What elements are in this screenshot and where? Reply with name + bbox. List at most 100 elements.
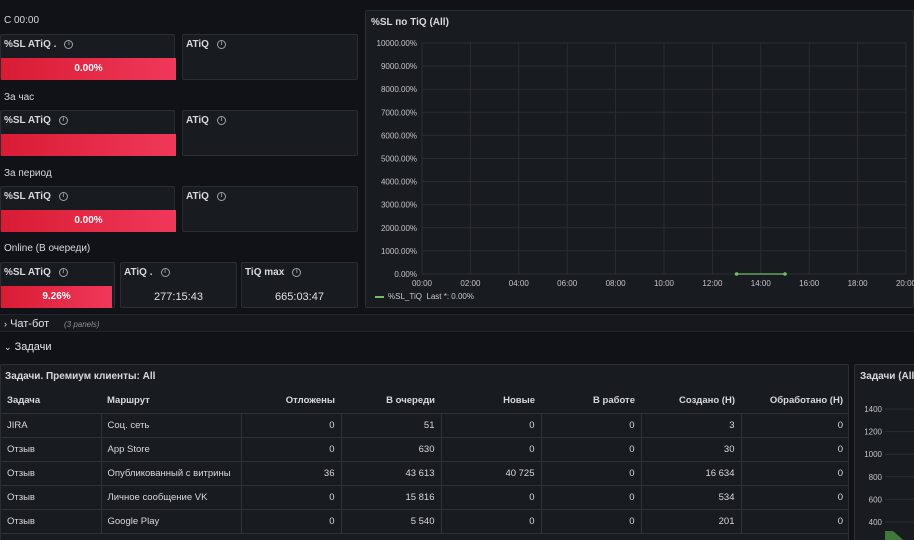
table-cell: Google Play <box>100 509 241 534</box>
row-chatbot[interactable]: › Чат-бот (3 panels) <box>0 314 914 332</box>
table-cell: 51 <box>340 413 441 438</box>
column-header[interactable]: Обработано (Н) <box>741 389 848 414</box>
panel-atiq-per-period[interactable]: ATiQ i <box>182 186 358 232</box>
table-cell: 0 <box>440 509 541 534</box>
x-tick-label: 12:00 <box>702 279 723 288</box>
info-icon[interactable]: i <box>216 191 226 201</box>
y-tick-label: 7000.00% <box>381 108 417 117</box>
table-cell: 0 <box>740 461 848 486</box>
info-icon[interactable]: i <box>58 191 68 201</box>
panel-title: %SL ATiQ i <box>4 191 68 202</box>
info-icon[interactable]: i <box>216 39 226 49</box>
table-cell: 40 725 <box>440 461 541 486</box>
chart-legend[interactable]: %SL_TiQ Last *: 0.00% <box>375 292 474 301</box>
sl-gauge-bar <box>1 134 176 156</box>
panel-tiq-max-online[interactable]: TiQ max i 665:03:47 <box>241 262 358 308</box>
table-cell: 0 <box>540 437 641 462</box>
table-cell: App Store <box>100 437 241 462</box>
panel-sl-atiq-since-midnight[interactable]: %SL ATiQ .i 0.00% <box>0 34 176 80</box>
table-cell: 0 <box>740 485 848 510</box>
panel-sl-atiq-per-hour[interactable]: %SL ATiQ i <box>0 110 176 156</box>
y-tick-label: 10000.00% <box>377 39 417 48</box>
y-tick-label: 0.00% <box>394 270 417 279</box>
y-tick-label: 1400 <box>864 405 882 414</box>
series-area <box>885 531 904 540</box>
table-cell: 0 <box>240 437 341 462</box>
y-tick-label: 8000.00% <box>381 85 417 94</box>
table-cell: 0 <box>240 413 341 438</box>
y-tick-label: 5000.00% <box>381 155 417 164</box>
table-cell: JIRA <box>1 413 101 438</box>
column-header[interactable]: Задача <box>1 389 101 414</box>
x-tick-label: 00:00 <box>412 279 433 288</box>
panel-sl-atiq-online[interactable]: %SL ATiQ i 9.26% <box>0 262 115 308</box>
section-per-period: За период <box>4 168 52 179</box>
column-header[interactable]: Создано (Н) <box>641 389 741 414</box>
table-cell: 0 <box>440 413 541 438</box>
panel-atiq-online[interactable]: ATiQ .i 277:15:43 <box>120 262 237 308</box>
panel-tasks-all-chart[interactable]: Задачи (All) 1400 1200 1000 800 600 400 <box>854 364 914 540</box>
panel-title: TiQ max i <box>245 267 302 278</box>
table-row[interactable]: JIRA Соц. сеть 0 51 0 0 3 0 <box>1 413 848 438</box>
legend-last-value: Last *: 0.00% <box>426 292 474 301</box>
table-cell: 0 <box>740 437 848 462</box>
table-row[interactable]: Отзыв Google Play 0 5 540 0 0 201 0 <box>1 509 848 534</box>
x-tick-label: 02:00 <box>460 279 481 288</box>
info-icon[interactable]: i <box>160 267 170 277</box>
table-cell: 630 <box>340 437 441 462</box>
info-icon[interactable]: i <box>292 267 302 277</box>
y-tick-label: 600 <box>869 495 883 504</box>
x-tick-label: 14:00 <box>751 279 772 288</box>
row-panel-count: (3 panels) <box>64 320 100 329</box>
table-cell: 5 540 <box>340 509 441 534</box>
x-tick-label: 18:00 <box>848 279 869 288</box>
table-row[interactable]: Отзыв App Store 0 630 0 0 30 0 <box>1 437 848 462</box>
stat-value: 665:03:47 <box>275 291 324 303</box>
chevron-right-icon: › <box>4 319 7 329</box>
y-tick-label: 1000.00% <box>381 247 417 256</box>
info-icon[interactable]: i <box>58 115 68 125</box>
table-cell: 30 <box>640 437 741 462</box>
y-tick-label: 2000.00% <box>381 224 417 233</box>
panel-atiq-since-midnight[interactable]: ATiQ i <box>182 34 358 80</box>
table-cell: 0 <box>740 413 848 438</box>
table-row[interactable]: Отзыв Личное сообщение VK 0 15 816 0 0 534 0 <box>1 485 848 510</box>
sl-gauge-bar: 0.00% <box>1 58 176 80</box>
table-cell: 0 <box>540 461 641 486</box>
panel-title: ATiQ .i <box>124 267 170 278</box>
section-online: Online (В очереди) <box>4 243 91 254</box>
panel-atiq-per-hour[interactable]: ATiQ i <box>182 110 358 156</box>
info-icon[interactable]: i <box>216 115 226 125</box>
x-tick-label: 08:00 <box>606 279 627 288</box>
row-tasks[interactable]: ⌄ Задачи <box>0 338 914 358</box>
x-tick-label: 06:00 <box>557 279 578 288</box>
table-cell: 0 <box>240 485 341 510</box>
table-row[interactable]: Отзыв Опубликованный с витрины 36 43 613 40 … <box>1 461 848 486</box>
panel-sl-by-tiq-chart[interactable]: %SL по TiQ (All) 0.00% 1000.00% 2000.00% 30… <box>365 10 914 308</box>
table-cell: Отзыв <box>1 509 101 534</box>
table-cell: Отзыв <box>1 485 101 510</box>
column-header[interactable]: Маршрут <box>101 389 241 414</box>
panel-title: %SL ATiQ .i <box>4 39 74 50</box>
data-point <box>734 272 739 276</box>
table-cell: Соц. сеть <box>100 413 241 438</box>
table-cell: 36 <box>240 461 341 486</box>
info-icon[interactable]: i <box>58 267 68 277</box>
y-tick-label: 1200 <box>864 428 882 437</box>
column-header[interactable]: Новые <box>441 389 541 414</box>
table-cell: 0 <box>540 509 641 534</box>
y-tick-label: 1000 <box>864 450 882 459</box>
column-header[interactable]: Отложены <box>241 389 341 414</box>
panel-title: ATiQ i <box>186 115 226 126</box>
panel-sl-atiq-per-period[interactable]: %SL ATiQ i 0.00% <box>0 186 176 232</box>
y-tick-label: 6000.00% <box>381 131 417 140</box>
side-chart: 1400 1200 1000 800 600 400 <box>864 405 914 540</box>
panel-tasks-premium-table[interactable]: Задачи. Премиум клиенты: All Задача Маршр… <box>0 364 849 540</box>
column-header[interactable]: В работе <box>541 389 641 414</box>
sl-gauge-bar: 9.26% <box>1 286 112 308</box>
section-since-midnight: С 00:00 <box>4 15 40 26</box>
column-header[interactable]: В очереди <box>341 389 441 414</box>
y-tick-label: 9000.00% <box>381 62 417 71</box>
info-icon[interactable]: i <box>64 39 74 49</box>
sl-gauge-bar: 0.00% <box>1 210 176 232</box>
